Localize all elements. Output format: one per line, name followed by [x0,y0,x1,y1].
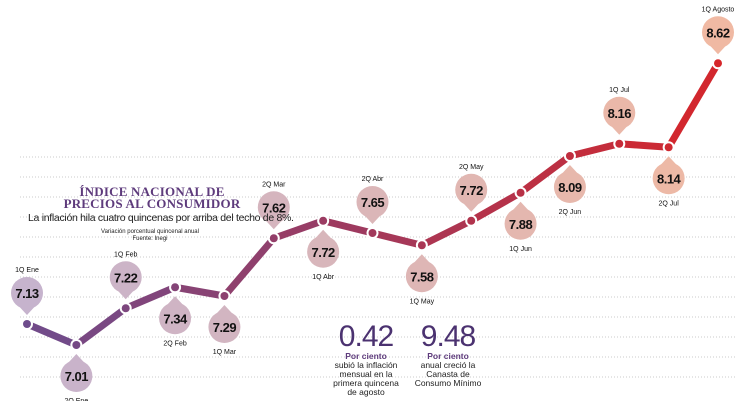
data-label: 8.14 [657,171,682,186]
category-label: 1Q Ene [15,267,39,274]
line-segment [322,217,374,237]
category-label: 2Q Ene [64,398,88,401]
data-label: 7.01 [65,369,89,384]
data-label: 7.13 [15,286,39,301]
line-segment [665,61,722,150]
line-segment [124,284,177,312]
line-segment [420,217,473,249]
data-point [516,188,525,197]
data-label: 8.09 [558,180,582,195]
category-label: 1Q May [410,298,435,305]
stat-text: subió la inflación mensual en la primera… [333,360,399,397]
category-label: 1Q Jun [509,246,532,253]
value-bubble [603,96,636,129]
value-bubble [60,360,93,392]
line-segment [272,217,325,242]
data-label: 7.34 [163,311,188,326]
data-label: 8.16 [608,106,632,121]
value-bubble [455,173,488,206]
line-segment [74,305,128,348]
value-bubble [11,277,43,309]
data-label: 7.72 [460,183,484,198]
chart-subtitle: La inflación hila cuatro quincenas por a… [28,212,294,224]
value-bubble [307,235,340,268]
chart-title: ÍNDICE NACIONAL DE PRECIOS AL CONSUMIDOR [63,184,241,211]
data-label: 8.62 [706,25,730,40]
data-point [664,143,673,152]
data-point [714,59,722,68]
stat-text: anual creció la Canasta de Consumo Mínim… [414,360,482,388]
stat-value: 9.48 [420,320,476,353]
source-text: Fuente: Inegi [132,236,168,242]
data-point [319,216,328,225]
note-text: Variación porcentual quincenal anual [101,229,199,235]
value-bubble [109,261,142,294]
line-segment [569,140,621,160]
value-bubble [405,260,438,293]
stat-unit: Por ciento [345,351,387,361]
data-point [220,292,229,300]
stat-value: 0.42 [338,320,394,353]
value-bubble [504,207,537,240]
category-label: 2Q Jul [659,200,680,207]
data-point [171,283,180,292]
data-point [467,216,476,225]
category-label: 2Q Jun [559,209,582,216]
data-point [417,241,426,250]
data-point [615,139,624,148]
data-label: 7.22 [114,270,138,285]
data-label: 7.62 [262,200,286,215]
value-bubble [356,186,389,218]
data-point [72,341,81,349]
line-segment [221,235,277,299]
category-label: 1Q Abr [312,274,334,281]
stat-unit: Por ciento [427,351,469,361]
data-point [23,320,31,328]
data-label: 7.29 [213,320,237,335]
stat-canasta: 9.48 Por ciento anual creció la Canasta … [412,322,484,388]
category-label: 1Q Jul [609,87,630,94]
line-segment [371,229,423,249]
data-point [121,304,130,313]
chart-note: Variación porcentual quincenal anual Fue… [80,229,220,243]
category-label: 2Q Mar [262,181,286,188]
line-segment [619,140,669,151]
line-segment [518,153,573,196]
data-label: 7.58 [410,269,434,284]
value-bubble [553,171,586,203]
value-bubble [652,162,685,195]
category-label: 1Q Agosto [702,6,735,13]
data-point [565,152,574,160]
data-label: 7.72 [311,245,335,260]
stat-monthly: 0.42 Por ciento subió la inflación mensu… [330,322,402,397]
category-label: 2Q Abr [362,176,384,183]
value-bubble [257,191,290,224]
value-bubble [208,311,241,343]
data-label: 7.65 [361,195,385,210]
data-label: 7.88 [509,217,533,232]
category-label: 2Q May [459,164,484,171]
line-segment [25,320,78,349]
line-segment [469,189,523,224]
line-segment [174,283,226,300]
category-label: 1Q Feb [114,251,137,258]
value-bubble [702,16,734,49]
data-point [269,234,278,243]
category-label: 1Q Mar [213,349,237,356]
category-label: 2Q Feb [163,340,186,347]
value-bubble [159,302,192,335]
data-point [368,229,377,237]
